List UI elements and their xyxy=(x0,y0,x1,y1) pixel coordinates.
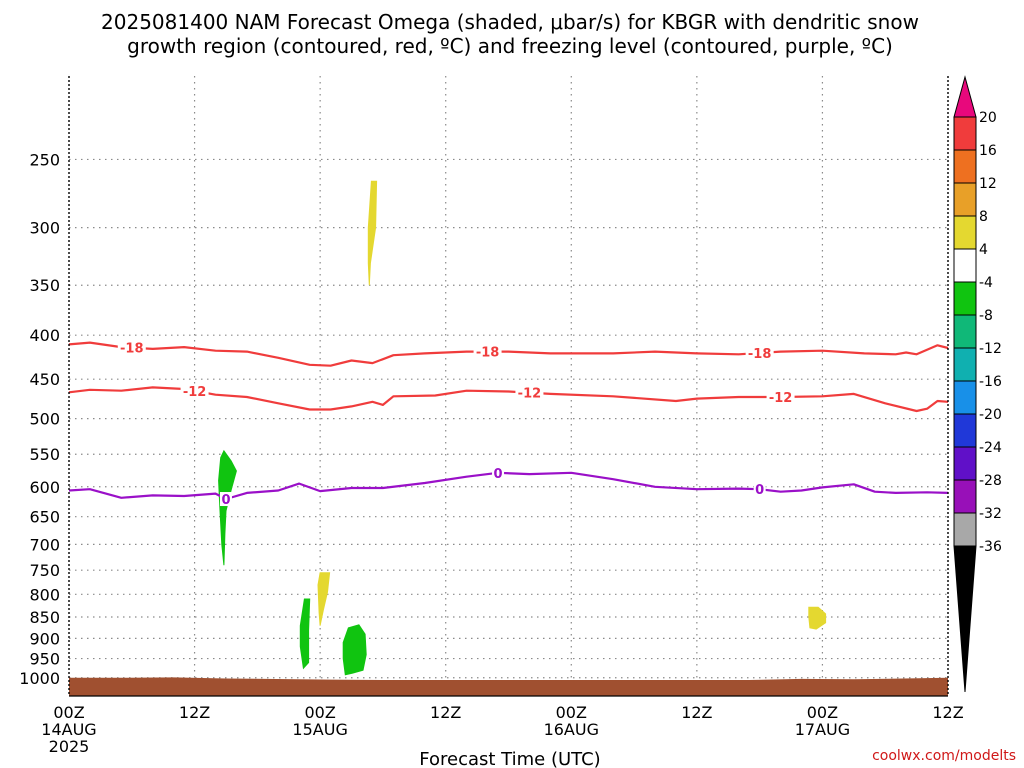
shaded-omega-regions xyxy=(69,180,948,696)
colorbar-label: -8 xyxy=(979,308,993,324)
colorbar: 20 16 12 8 4 -4 -8 -12 -16 -20 -24 -28 -32 -36 xyxy=(953,75,1002,693)
omega-shaded-region xyxy=(342,624,367,676)
colorbar-swatch xyxy=(953,413,977,448)
y-tick-label: 600 xyxy=(29,478,60,497)
colorbar-swatch xyxy=(953,446,977,481)
contour-label: -18 xyxy=(120,342,144,357)
contour-label: -18 xyxy=(476,346,500,361)
y-tick-label: 300 xyxy=(29,219,60,238)
contour-label: -18 xyxy=(748,347,772,362)
chart-title-line-2: growth region (contoured, red, ºC) and f… xyxy=(127,34,893,58)
y-tick-label: 750 xyxy=(29,561,60,580)
colorbar-label: -24 xyxy=(979,440,1002,456)
omega-shaded-region xyxy=(808,606,827,630)
colorbar-label: 20 xyxy=(979,110,997,126)
omega-shaded-region xyxy=(218,449,237,566)
x-tick-label: 00Z xyxy=(807,703,838,722)
x-tick-label: 17AUG xyxy=(795,720,850,739)
contour-label-bg xyxy=(745,345,774,360)
chart-title-line-1: 2025081400 NAM Forecast Omega (shaded, μ… xyxy=(101,10,919,34)
contour-label: 0 xyxy=(494,467,503,482)
y-tick-label: 850 xyxy=(29,608,60,627)
x-tick-label: 16AUG xyxy=(544,720,599,739)
plot-frame xyxy=(68,76,949,697)
x-tick-label: 00Z xyxy=(53,703,84,722)
colorbar-swatch xyxy=(953,149,977,184)
colorbar-swatch xyxy=(953,512,977,547)
x-tick-label: 12Z xyxy=(430,703,461,722)
temperature-contours: -18 -18 -18 -12 -12 -12 0 0 0 xyxy=(68,340,949,508)
omega-shaded-region xyxy=(299,598,311,670)
contour-label-bg xyxy=(219,492,232,507)
contour-line xyxy=(68,471,949,501)
omega-shaded-region xyxy=(367,180,378,286)
contour-label: -12 xyxy=(183,385,207,400)
y-tick-label: 350 xyxy=(29,276,60,295)
contour-label-bg xyxy=(766,390,795,405)
contour-line xyxy=(68,386,949,413)
colorbar-label: -28 xyxy=(979,473,1002,489)
contour-label-bg xyxy=(492,465,505,480)
contour-label: 0 xyxy=(221,493,230,508)
grid-lines xyxy=(69,76,948,696)
colorbar-swatch xyxy=(953,380,977,415)
contour-label-bg xyxy=(753,482,766,497)
colorbar-swatch xyxy=(953,314,977,349)
x-tick-label: 15AUG xyxy=(292,720,347,739)
y-tick-label: 500 xyxy=(29,410,60,429)
y-tick-label: 700 xyxy=(29,535,60,554)
y-tick-label: 250 xyxy=(29,150,60,169)
y-tick-label: 800 xyxy=(29,585,60,604)
colorbar-label: 4 xyxy=(979,242,988,258)
x-tick-label: 00Z xyxy=(304,703,335,722)
colorbar-swatch xyxy=(953,248,977,283)
y-tick-label: 900 xyxy=(29,629,60,648)
colorbar-label: 8 xyxy=(979,209,988,225)
x-axis-label: Forecast Time (UTC) xyxy=(419,749,600,768)
colorbar-swatch xyxy=(953,182,977,217)
contour-label-bg xyxy=(473,344,502,359)
omega-shaded-region xyxy=(317,572,331,626)
colorbar-label: -36 xyxy=(979,539,1002,555)
x-tick-label: 12Z xyxy=(179,703,210,722)
y-tick-label: 550 xyxy=(29,445,60,464)
y-tick-label: 650 xyxy=(29,508,60,527)
colorbar-swatch xyxy=(953,347,977,382)
colorbar-swatch xyxy=(953,479,977,514)
x-tick-label: 12Z xyxy=(681,703,712,722)
x-tick-label: 00Z xyxy=(556,703,587,722)
credit-text: coolwx.com/modelts xyxy=(872,748,1016,764)
contour-label: -12 xyxy=(518,387,542,402)
y-tick-label: 950 xyxy=(29,650,60,669)
x-tick-label: 14AUG xyxy=(41,720,96,739)
contour-label-bg xyxy=(117,340,146,355)
colorbar-label: -12 xyxy=(979,341,1002,357)
y-tick-label: 450 xyxy=(29,370,60,389)
ground-surface xyxy=(69,677,948,696)
colorbar-top-arrow xyxy=(953,75,977,118)
contour-label: 0 xyxy=(755,483,764,498)
contour-label-bg xyxy=(180,383,209,398)
x-tick-label: 12Z xyxy=(932,703,963,722)
y-tick-label: 1000 xyxy=(19,669,60,688)
colorbar-swatch xyxy=(953,281,977,316)
colorbar-label: 16 xyxy=(979,143,997,159)
colorbar-swatch xyxy=(953,116,977,151)
y-tick-label: 400 xyxy=(29,326,60,345)
colorbar-label: -4 xyxy=(979,275,993,291)
colorbar-label: -16 xyxy=(979,374,1002,390)
colorbar-swatch xyxy=(953,215,977,250)
contour-label: -12 xyxy=(769,391,793,406)
contour-label-bg xyxy=(515,385,544,400)
contour-line xyxy=(68,341,949,367)
colorbar-label: 12 xyxy=(979,176,997,192)
y-axis-ticks: 250 300 350 400 450 500 550 600 650 700 750 800 850 9… xyxy=(19,150,60,687)
colorbar-label: -32 xyxy=(979,506,1002,522)
x-tick-label: 2025 xyxy=(49,737,90,756)
colorbar-label: -20 xyxy=(979,407,1002,423)
colorbar-bottom-arrow xyxy=(953,545,977,693)
